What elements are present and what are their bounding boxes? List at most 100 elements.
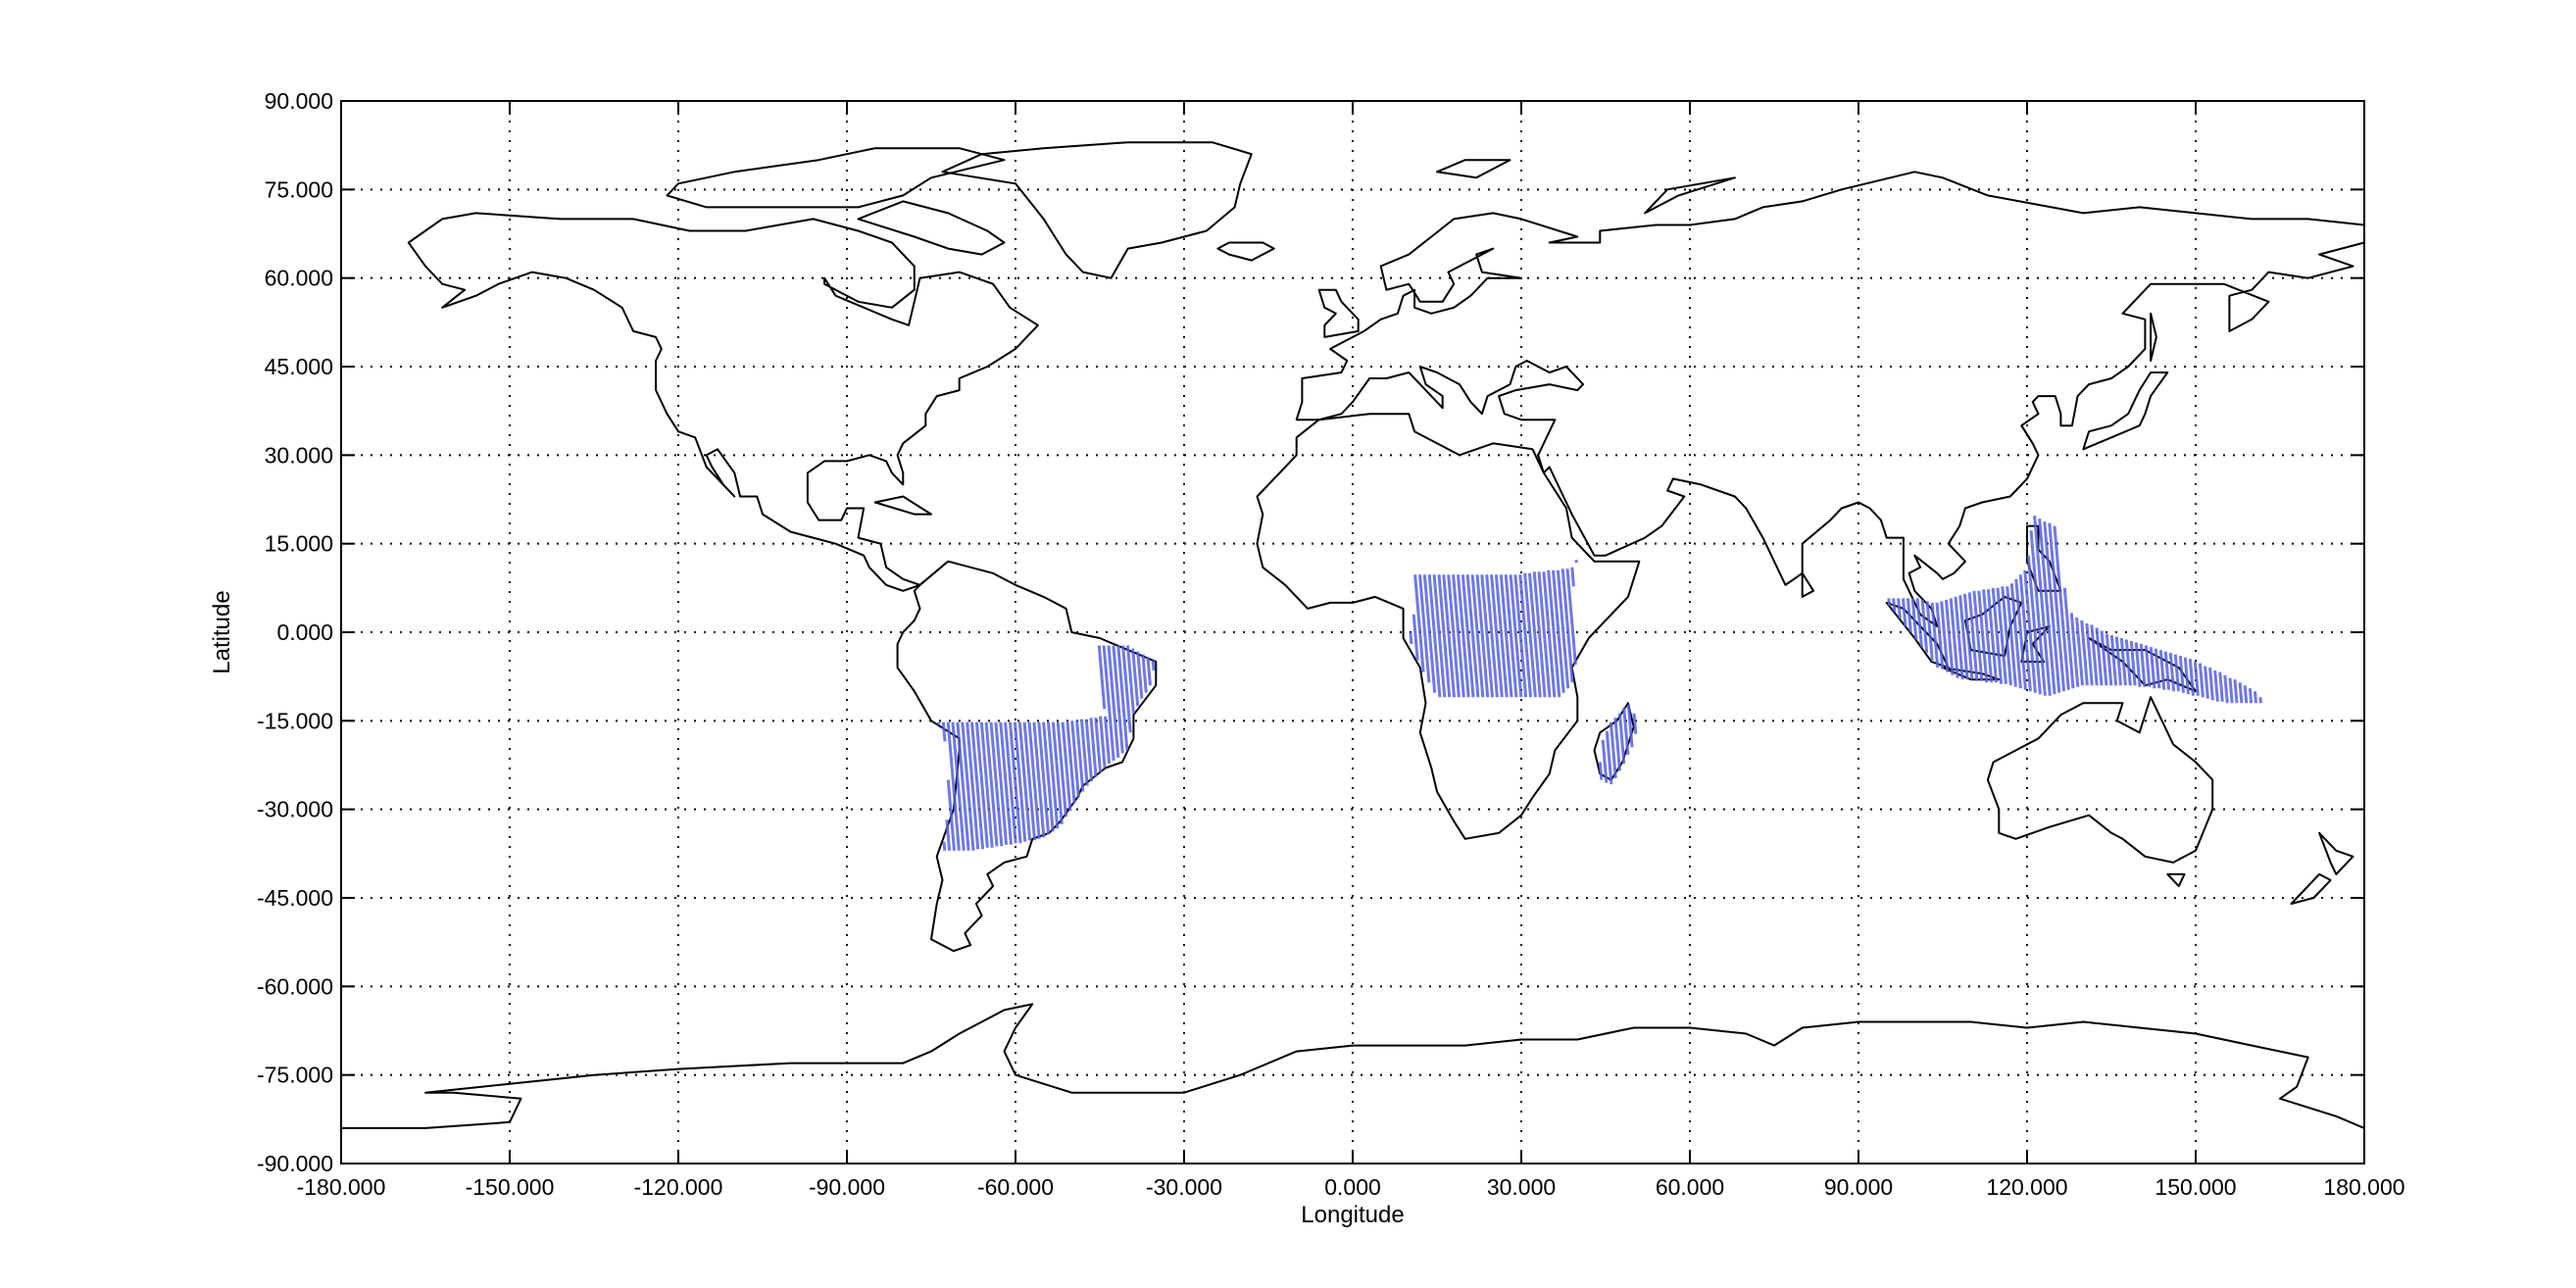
great-britain-coast — [1317, 288, 1360, 338]
x-tick-label: -180.000 — [297, 1174, 386, 1200]
swath-stripe — [1962, 593, 1974, 680]
swath-stripe — [2043, 520, 2061, 693]
swath-stripe — [1915, 598, 1923, 648]
swath-stripe — [2178, 655, 2185, 693]
tasmania-coast — [2166, 872, 2186, 887]
grid-lines — [341, 101, 2364, 1164]
y-tick-label: -90.000 — [257, 1151, 333, 1176]
swath-stripe — [951, 721, 966, 851]
swath-stripe — [2119, 637, 2127, 686]
swath-stripe — [1518, 574, 1532, 698]
swath-stripe — [2204, 666, 2209, 699]
swath-stripe — [2085, 622, 2094, 686]
sri-lanka-coast — [1801, 571, 1815, 598]
swath-stripe — [1047, 721, 1060, 829]
swath-stripe — [1547, 570, 1561, 698]
swath-stripe — [2080, 619, 2089, 686]
swath-stripe — [2248, 688, 2254, 704]
caribbean-cuba-coast — [873, 495, 932, 516]
coastlines — [341, 141, 2365, 1129]
swath-stripe — [2188, 658, 2195, 696]
swath-stripe — [1601, 739, 1609, 783]
swath-stripe — [1967, 592, 1979, 681]
swath-stripe — [1427, 574, 1442, 698]
swath-stripe — [1004, 721, 1017, 844]
swath-stripe — [1480, 574, 1494, 698]
axis-ticks — [340, 100, 2365, 1164]
swath-stripe — [1632, 713, 1638, 735]
swath-stripe — [1542, 571, 1557, 698]
x-tick-label: -90.000 — [809, 1174, 885, 1200]
africa-coast — [1256, 413, 1641, 840]
x-tick-label: -30.000 — [1146, 1174, 1222, 1200]
swath-stripe — [966, 721, 980, 850]
swath-stripe — [1461, 574, 1475, 698]
swath-stripe — [2069, 613, 2080, 687]
swath-stripe — [1112, 645, 1124, 754]
swath-stripe — [2124, 639, 2132, 686]
swath-stripe — [2238, 682, 2244, 704]
swath-stripe — [1977, 590, 1989, 683]
swath-stripe — [1972, 590, 1984, 681]
swath-stripe — [1465, 574, 1480, 698]
swath-stripe — [1887, 598, 1891, 607]
swath-stripe — [989, 721, 1004, 847]
swath-stripe — [2154, 648, 2161, 689]
swath-stripe — [1457, 574, 1470, 698]
x-tick-label: 60.000 — [1656, 1174, 1724, 1200]
x-tick-label: 90.000 — [1824, 1174, 1893, 1200]
y-tick-label: -30.000 — [257, 797, 333, 822]
swath-stripe — [1037, 721, 1051, 835]
swath-stripe — [2258, 697, 2262, 704]
swath-stripe — [1079, 718, 1089, 786]
swath-stripe — [2023, 570, 2037, 693]
new-zealand-coast — [2318, 831, 2354, 875]
swath-stripe — [984, 721, 999, 847]
swath-stripe — [1494, 574, 1509, 698]
x-axis-label: Longitude — [1301, 1202, 1404, 1228]
swath-stripe — [1613, 718, 1621, 771]
swath-stripe — [2198, 663, 2204, 698]
swath-stripe — [1104, 716, 1112, 765]
swath-stripe — [1136, 651, 1144, 699]
swath-stripe — [1935, 602, 1945, 669]
swath-stripe — [1523, 572, 1537, 698]
swath-stripe — [1437, 574, 1452, 698]
swath-stripe — [2233, 679, 2239, 704]
swath-stripe — [1151, 660, 1156, 671]
swath-stripe — [1897, 598, 1902, 619]
japan-coast — [2082, 372, 2169, 451]
y-tick-label: 15.000 — [265, 531, 333, 557]
swath-stripe — [1925, 601, 1934, 661]
arctic-islands-coast — [666, 147, 1006, 209]
swath-stripe — [2228, 677, 2234, 704]
swath-stripe — [1442, 574, 1456, 698]
swath-stripe — [2139, 643, 2147, 687]
swath-stripe — [1991, 587, 2004, 684]
y-tick-label: -75.000 — [257, 1063, 333, 1088]
swath-stripe — [1470, 574, 1485, 698]
swath-stripe — [1485, 574, 1499, 698]
swath-stripe — [1116, 645, 1129, 751]
swath-stripe — [1418, 574, 1431, 683]
swath-stripe — [1910, 598, 1918, 640]
swath-south-america — [936, 645, 1156, 851]
swath-stripe — [1017, 721, 1032, 841]
swath-stripe — [1412, 614, 1419, 661]
swath-stripe — [1422, 574, 1437, 693]
y-tick-label: -45.000 — [257, 885, 333, 911]
y-tick-label: 90.000 — [265, 88, 333, 114]
swath-stripe — [1107, 645, 1120, 759]
x-tick-label: -120.000 — [634, 1174, 723, 1200]
swath-stripe — [1475, 574, 1490, 698]
swath-stripe — [1556, 570, 1570, 689]
greenland-coast — [941, 141, 1253, 279]
swath-stripe — [994, 721, 1009, 845]
swath-stripe — [1949, 598, 1959, 678]
swath-stripe — [1532, 571, 1547, 698]
swath-stripe — [2254, 691, 2257, 704]
swath-stripe — [946, 721, 961, 851]
swath-stripe — [1954, 596, 1964, 680]
swath-stripe — [2029, 529, 2047, 696]
swath-stripe — [1097, 645, 1107, 710]
